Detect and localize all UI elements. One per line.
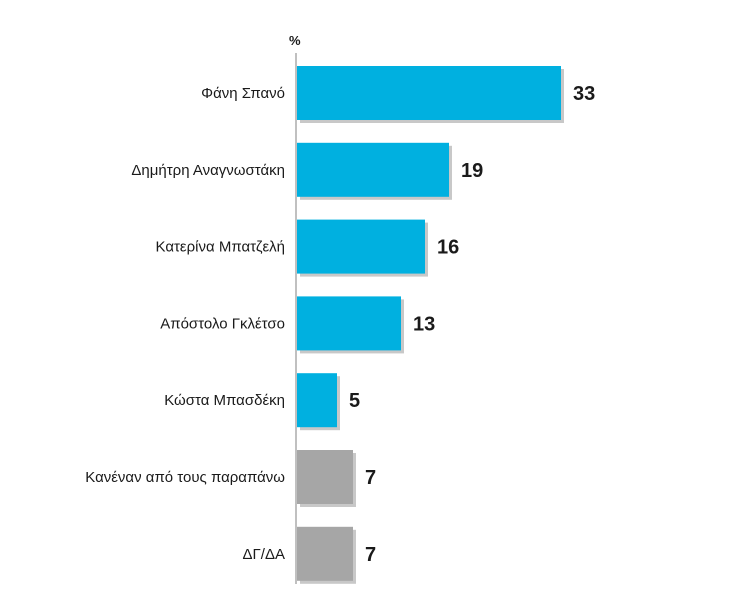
value-label: 19: [461, 160, 483, 182]
bar: [297, 373, 337, 428]
value-label: 33: [573, 83, 595, 105]
category-label: ΔΓ/ΔΑ: [243, 546, 285, 563]
bar: [297, 296, 401, 351]
bar: [297, 526, 353, 581]
bar: [297, 66, 561, 120]
category-label: Κατερίνα Μπατζελή: [156, 239, 285, 256]
value-label: 7: [365, 544, 376, 566]
bar: [297, 142, 449, 197]
category-label: Απόστολο Γκλέτσο: [160, 315, 285, 332]
value-label: 13: [413, 313, 435, 335]
category-label: Κώστα Μπασδέκη: [164, 392, 285, 409]
category-label: Φάνη Σπανό: [201, 85, 285, 102]
bars-layer: Φάνη Σπανό 33 Δημήτρη Αναγνωστάκη 19 Κατερίν…: [85, 66, 595, 584]
value-label: 5: [349, 390, 360, 412]
value-label: 16: [437, 237, 459, 259]
bar: [297, 219, 425, 274]
category-label: Δημήτρη Αναγνωστάκη: [131, 162, 285, 179]
category-label: Κανέναν από τους παραπάνω: [85, 469, 285, 486]
bar: [297, 450, 353, 504]
unit-label: %: [289, 33, 301, 48]
value-label: 7: [365, 467, 376, 489]
